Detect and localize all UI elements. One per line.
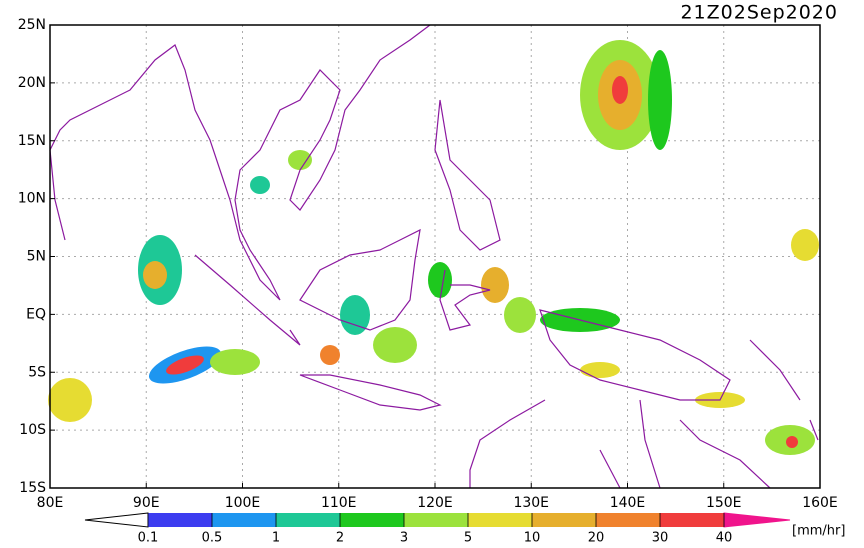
colorbar-segment xyxy=(660,513,724,527)
colorbar-segment xyxy=(596,513,660,527)
colorbar-label: 3 xyxy=(400,531,408,545)
lat-tick-label: 25N xyxy=(18,17,46,33)
axes: 80E 90E 100E 110E 120E 130E 140E 150E 160E 25N 20N… xyxy=(18,17,838,511)
colorbar-label: 1 xyxy=(272,531,280,545)
colorbar-segment xyxy=(723,512,791,528)
colorbar-segment xyxy=(532,513,596,527)
colorbar-label: 5 xyxy=(464,531,472,545)
colorbar-label: 10 xyxy=(524,531,541,545)
colorbar-label: 30 xyxy=(652,531,669,545)
colorbar-label: 2 xyxy=(336,531,344,545)
colorbar-label: 40 xyxy=(716,531,733,545)
colorbar-segment xyxy=(340,513,404,527)
colorbar: [mm/hr] 0.1 0.5 1 2 3 5 10 20 30 40 xyxy=(84,512,845,546)
lon-tick-label: 160E xyxy=(802,495,838,511)
lon-tick-label: 90E xyxy=(133,495,160,511)
colorbar-segment xyxy=(276,513,340,527)
lon-tick-label: 100E xyxy=(225,495,261,511)
lon-tick-label: 80E xyxy=(37,495,64,511)
colorbar-segment xyxy=(468,513,532,527)
colorbar-units: [mm/hr] xyxy=(792,524,845,539)
lat-tick-label: 5S xyxy=(28,364,46,380)
lon-tick-label: 120E xyxy=(417,495,453,511)
lat-tick-label: 5N xyxy=(27,249,46,265)
lat-tick-label: 15N xyxy=(18,133,46,149)
precipitation xyxy=(48,40,819,455)
lat-tick-label: EQ xyxy=(26,306,46,322)
colorbar-segment xyxy=(212,513,276,527)
lon-tick-label: 110E xyxy=(321,495,357,511)
colorbar-segment xyxy=(148,513,212,527)
lat-tick-label: 15S xyxy=(19,480,46,496)
coastlines xyxy=(49,24,819,489)
lon-tick-label: 140E xyxy=(610,495,646,511)
colorbar-label: 0.1 xyxy=(138,531,159,545)
lon-tick-label: 130E xyxy=(513,495,549,511)
lat-tick-label: 20N xyxy=(18,75,46,91)
colorbar-label: 20 xyxy=(588,531,605,545)
title: 21Z02Sep2020 xyxy=(680,2,838,24)
lat-tick-label: 10N xyxy=(18,191,46,207)
colorbar-label: 0.5 xyxy=(202,531,223,545)
lat-tick-label: 10S xyxy=(19,422,46,438)
colorbar-segment xyxy=(84,512,149,528)
lon-tick-label: 150E xyxy=(706,495,742,511)
colorbar-segment xyxy=(404,513,468,527)
